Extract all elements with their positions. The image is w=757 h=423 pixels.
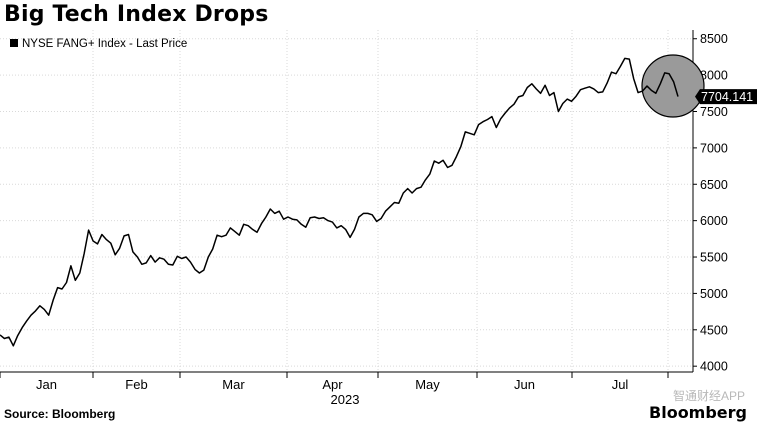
last-value-tag: 7704.141 [695,89,757,105]
bloomberg-logo: Bloomberg [649,403,747,422]
source-note: Source: Bloomberg [4,407,116,421]
y-tick-label: 7000 [700,141,728,155]
last-value-label: 7704.141 [701,90,753,104]
x-tick-label: Mar [222,377,245,392]
x-tick-label: Jul [612,377,629,392]
y-axis: 4000 4500 5000 5500 6000 6500 7000 7500 8000 8500 [693,32,728,374]
x-tick-label: Feb [125,377,147,392]
y-tick-label: 4500 [700,323,728,337]
x-tick-label: Jun [514,377,535,392]
x-year-label: 2023 [331,392,360,407]
watermark: 智通财经APP [672,389,745,403]
legend: NYSE FANG+ Index - Last Price [10,38,187,50]
grid-lines [0,30,693,372]
last-value-tag-bg [695,89,757,105]
y-tick-label: 6000 [700,214,728,228]
legend-swatch [10,39,18,47]
x-tick-label: May [415,377,440,392]
series-line [0,57,679,347]
y-tick-label: 6500 [700,178,728,192]
legend-label: NYSE FANG+ Index - Last Price [22,38,187,50]
y-tick-label: 8000 [700,69,728,83]
x-tick-label: Jan [36,377,57,392]
x-axis: Jan Feb Mar Apr May Jun Jul [0,372,669,392]
chart-title: Big Tech Index Drops [4,2,269,27]
y-tick-label: 5000 [700,287,728,301]
y-tick-label: 4000 [700,360,728,374]
highlight-circle [641,54,705,118]
axes [0,30,694,373]
x-tick-label: Apr [322,377,343,392]
y-tick-label: 8500 [700,32,728,46]
y-tick-label: 5500 [700,251,728,265]
y-tick-label: 7500 [700,105,728,119]
